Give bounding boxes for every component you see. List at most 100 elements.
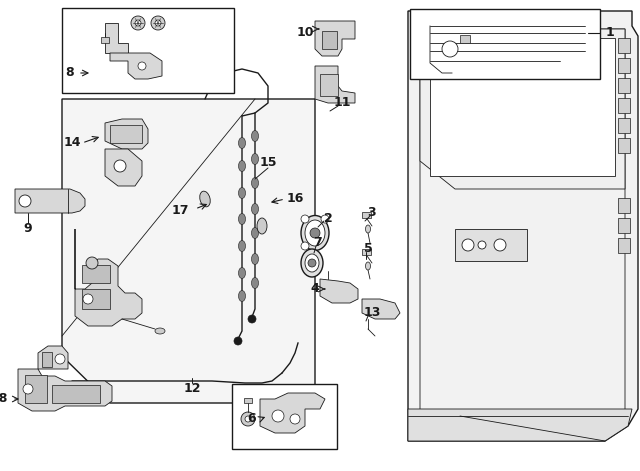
Ellipse shape bbox=[305, 220, 325, 246]
Circle shape bbox=[494, 239, 506, 251]
Circle shape bbox=[321, 215, 329, 223]
Bar bbox=[618, 118, 630, 133]
Circle shape bbox=[478, 241, 486, 249]
Bar bbox=[42, 352, 52, 367]
Ellipse shape bbox=[252, 253, 259, 265]
Polygon shape bbox=[110, 53, 162, 79]
Bar bbox=[244, 398, 252, 403]
Ellipse shape bbox=[301, 249, 323, 277]
Polygon shape bbox=[105, 149, 142, 186]
Bar bbox=[82, 289, 110, 309]
Bar bbox=[52, 385, 100, 403]
Ellipse shape bbox=[239, 187, 246, 198]
Bar bbox=[618, 198, 630, 213]
Circle shape bbox=[114, 160, 126, 172]
Text: 7: 7 bbox=[314, 236, 323, 250]
Ellipse shape bbox=[252, 227, 259, 238]
Circle shape bbox=[138, 62, 146, 70]
Circle shape bbox=[55, 354, 65, 364]
Text: 17: 17 bbox=[172, 204, 189, 218]
Text: 2: 2 bbox=[324, 212, 332, 226]
Ellipse shape bbox=[305, 254, 319, 272]
Bar bbox=[410, 9, 600, 79]
Circle shape bbox=[86, 257, 98, 269]
Bar bbox=[110, 125, 142, 143]
Bar bbox=[460, 35, 470, 43]
Ellipse shape bbox=[155, 328, 165, 334]
Polygon shape bbox=[75, 229, 142, 326]
Bar bbox=[82, 265, 110, 283]
Text: 3: 3 bbox=[368, 206, 376, 219]
Bar bbox=[101, 37, 109, 43]
Circle shape bbox=[442, 41, 458, 57]
Text: 1: 1 bbox=[605, 26, 614, 40]
Text: 14: 14 bbox=[63, 137, 81, 149]
Bar bbox=[455, 229, 527, 261]
Circle shape bbox=[310, 228, 320, 238]
Polygon shape bbox=[315, 66, 355, 103]
Ellipse shape bbox=[252, 203, 259, 214]
Polygon shape bbox=[38, 346, 68, 369]
Circle shape bbox=[301, 215, 309, 223]
Ellipse shape bbox=[365, 262, 371, 270]
Bar bbox=[362, 212, 371, 218]
Text: 8: 8 bbox=[66, 66, 74, 80]
Bar bbox=[618, 98, 630, 113]
Bar bbox=[62, 8, 234, 93]
Ellipse shape bbox=[239, 161, 246, 171]
Ellipse shape bbox=[239, 268, 246, 278]
Circle shape bbox=[245, 416, 251, 422]
Polygon shape bbox=[62, 99, 315, 403]
Bar bbox=[618, 218, 630, 233]
Ellipse shape bbox=[239, 213, 246, 225]
Circle shape bbox=[462, 239, 474, 251]
Ellipse shape bbox=[257, 218, 267, 234]
Ellipse shape bbox=[239, 291, 246, 301]
Text: 18: 18 bbox=[0, 392, 8, 406]
Bar bbox=[322, 31, 337, 49]
Bar bbox=[618, 78, 630, 93]
Ellipse shape bbox=[239, 138, 246, 148]
Circle shape bbox=[234, 337, 242, 345]
Ellipse shape bbox=[239, 241, 246, 252]
Ellipse shape bbox=[200, 191, 211, 207]
Text: 5: 5 bbox=[364, 243, 372, 255]
Bar bbox=[362, 249, 371, 255]
Circle shape bbox=[308, 259, 316, 267]
Ellipse shape bbox=[301, 216, 329, 251]
Circle shape bbox=[131, 16, 145, 30]
Ellipse shape bbox=[252, 178, 259, 188]
Text: 13: 13 bbox=[364, 307, 381, 319]
Bar bbox=[618, 238, 630, 253]
Polygon shape bbox=[18, 369, 112, 411]
Bar bbox=[618, 58, 630, 73]
Circle shape bbox=[290, 414, 300, 424]
Circle shape bbox=[151, 16, 165, 30]
Text: 6: 6 bbox=[248, 413, 256, 425]
Text: 16: 16 bbox=[286, 193, 304, 205]
Circle shape bbox=[248, 315, 256, 323]
Polygon shape bbox=[105, 119, 148, 149]
Ellipse shape bbox=[252, 154, 259, 164]
Ellipse shape bbox=[252, 277, 259, 289]
Bar bbox=[232, 384, 337, 449]
Polygon shape bbox=[408, 409, 632, 441]
Circle shape bbox=[83, 294, 93, 304]
Text: 12: 12 bbox=[183, 382, 201, 396]
Text: 15: 15 bbox=[259, 156, 276, 170]
Polygon shape bbox=[315, 21, 355, 56]
Circle shape bbox=[23, 384, 33, 394]
Polygon shape bbox=[362, 299, 400, 319]
Polygon shape bbox=[408, 11, 638, 441]
Bar bbox=[430, 38, 615, 176]
Polygon shape bbox=[15, 189, 85, 213]
Text: 11: 11 bbox=[333, 97, 351, 109]
Circle shape bbox=[135, 20, 141, 26]
Bar bbox=[25, 375, 47, 403]
Polygon shape bbox=[105, 23, 128, 53]
Polygon shape bbox=[320, 279, 358, 303]
Text: 10: 10 bbox=[296, 26, 314, 40]
Bar bbox=[618, 138, 630, 153]
Bar bbox=[618, 38, 630, 53]
Ellipse shape bbox=[252, 130, 259, 141]
